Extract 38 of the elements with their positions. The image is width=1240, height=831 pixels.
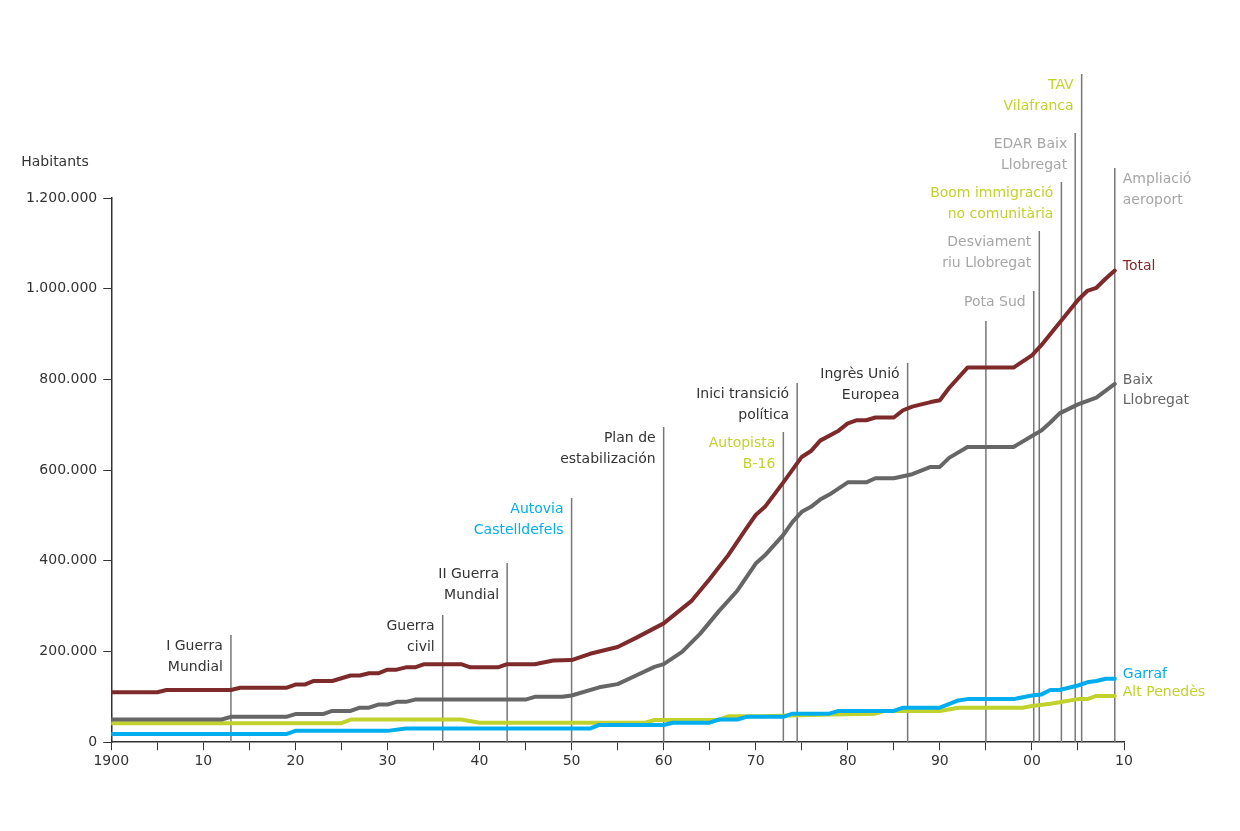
x-tick-label: 40 — [470, 752, 489, 769]
x-tick-label: 00 — [1023, 752, 1041, 769]
ref-line-label: Inici transició política — [696, 384, 790, 422]
series-label: Garraf — [1122, 665, 1169, 682]
series-label: Alt Penedès — [1122, 682, 1206, 699]
ref-line-label: Desviament riu Llobregat — [942, 232, 1032, 270]
ref-line-label: Plan de estabilización — [560, 428, 656, 466]
x-tick-label: 90 — [930, 752, 949, 769]
x-tick-label: 10 — [194, 752, 213, 769]
ref-line-label: I Guerra Mundial — [166, 636, 223, 674]
ref-line-label: EDAR Baix Llobregat — [993, 134, 1068, 172]
y-tick-label: 800.000 — [39, 370, 98, 387]
x-tick-label: 1900 — [93, 752, 130, 769]
series-label: Total — [1121, 257, 1156, 274]
y-tick-label: 1.000.000 — [25, 279, 98, 296]
x-tick-label: 50 — [562, 752, 581, 769]
x-tick-label: 20 — [286, 752, 305, 769]
x-tick-label: 30 — [378, 752, 397, 769]
series-label: Baix Llobregat — [1122, 370, 1190, 407]
ref-line-label: II Guerra Mundial — [438, 564, 500, 602]
y-axis-title: Habitants — [21, 153, 89, 169]
ref-line-label: Pota Sud — [964, 292, 1026, 309]
x-tick-label: 80 — [838, 752, 857, 769]
y-tick-label: 400.000 — [39, 551, 98, 568]
y-tick-label: 0 — [88, 732, 98, 749]
ref-line-label: Boom immigració no comunitària — [930, 183, 1054, 221]
ref-line-label: Autovia Castelldefels — [473, 499, 564, 537]
y-tick-label: 200.000 — [39, 642, 98, 659]
ref-line-label: TAV Vilafranca — [1003, 75, 1075, 113]
x-tick-label: 10 — [1115, 752, 1133, 769]
ref-line-label: Autopista B-16 — [708, 433, 776, 471]
x-tick-label: 70 — [746, 752, 765, 769]
ref-line-label: Guerra civil — [386, 616, 435, 654]
y-tick-label: 600.000 — [39, 460, 98, 477]
ref-line-label: Ampliació aeroport — [1122, 169, 1192, 207]
x-tick-label: 60 — [654, 752, 673, 769]
ref-line-label: Ingrès Unió Europea — [820, 364, 900, 402]
y-tick-label: 1.200.000 — [25, 188, 98, 205]
